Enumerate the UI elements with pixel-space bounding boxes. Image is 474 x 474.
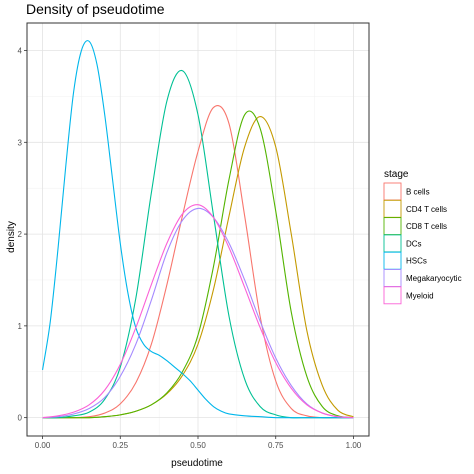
series-line-cd8-t-cells [42, 110, 354, 419]
y-tick-label: 3 [18, 138, 23, 147]
series-line-myeloid [42, 204, 354, 419]
legend-key-cd8-t-cells [383, 217, 402, 236]
legend-label-hscs: HSCs [406, 257, 427, 266]
y-tick-label: 1 [18, 322, 23, 331]
legend-key-dcs [383, 234, 402, 253]
legend-label-megakaryocytic: Megakaryocytic [406, 274, 462, 283]
x-axis-label: pseudotime [171, 458, 223, 469]
x-tick-label: 0.50 [190, 441, 206, 450]
legend-key-cd4-t-cells [383, 199, 402, 218]
x-tick-label: 1.00 [346, 441, 362, 450]
legend-label-cd4-t-cells: CD4 T cells [406, 205, 447, 214]
legend-label-dcs: DCs [406, 239, 422, 248]
y-tick-label: 0 [18, 414, 23, 423]
series-lines [42, 40, 354, 419]
legend-key-megakaryocytic [383, 269, 402, 287]
legend-key-b-cells [383, 182, 402, 201]
y-axis-label: density [6, 221, 17, 253]
plot-panel [26, 22, 370, 437]
legend-title: stage [384, 169, 409, 180]
x-tick-label: 0.00 [35, 441, 51, 450]
y-axis: 0 1 2 3 4 [18, 47, 27, 423]
legend-label-myeloid: Myeloid [406, 291, 434, 300]
legend-key-hscs [383, 251, 402, 270]
x-tick-label: 0.25 [112, 441, 128, 450]
legend: stage B cells CD4 T cells CD8 T cells DCs HS… [383, 169, 462, 305]
legend-key-myeloid [383, 286, 402, 305]
series-line-hscs [42, 40, 354, 419]
y-tick-label: 2 [18, 230, 23, 239]
legend-label-cd8-t-cells: CD8 T cells [406, 222, 447, 231]
chart-title: Density of pseudotime [26, 1, 165, 17]
series-line-b-cells [42, 105, 354, 419]
series-line-megakaryocytic [42, 207, 354, 419]
legend-label-b-cells: B cells [406, 188, 430, 197]
x-axis: 0.00 0.25 0.50 0.75 1.00 [35, 436, 362, 450]
x-tick-label: 0.75 [268, 441, 284, 450]
y-tick-label: 4 [18, 47, 23, 56]
